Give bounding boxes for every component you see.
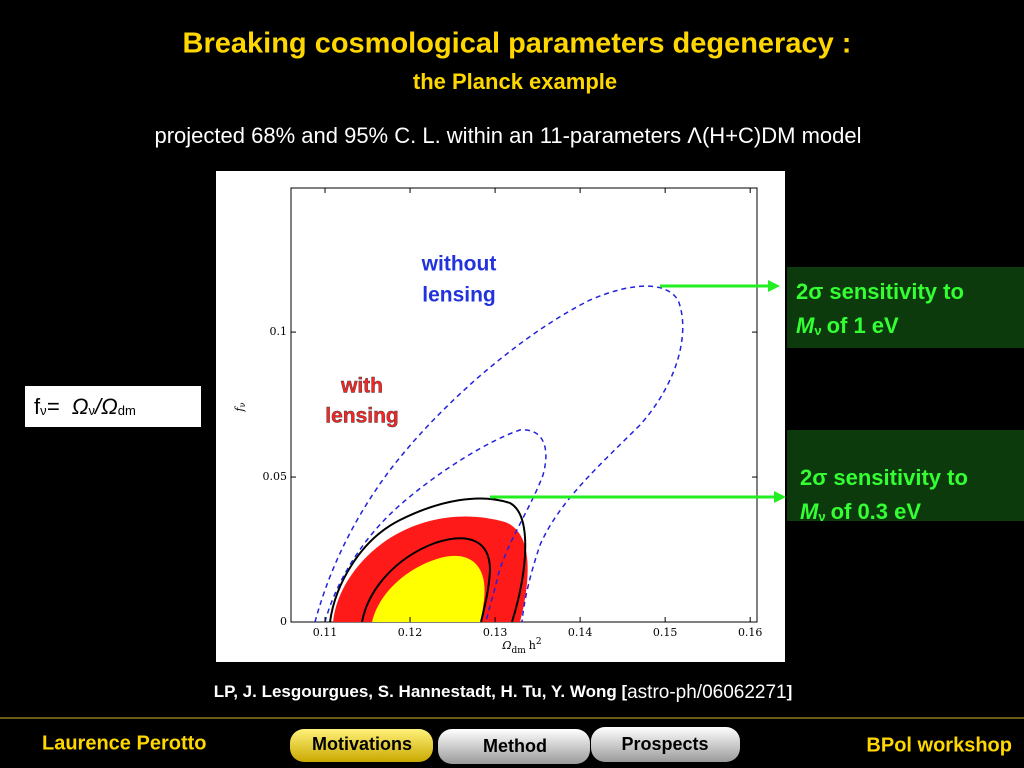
citation-authors: LP, J. Lesgourgues, S. Hannestadt, H. Tu… xyxy=(214,682,628,701)
contour-68-fill xyxy=(372,555,485,622)
x-label-part: dm xyxy=(512,646,527,656)
callout-text: 2σ sensitivity to xyxy=(796,279,964,304)
formula-part: /Ω xyxy=(93,394,118,419)
x-label-part: 2 xyxy=(536,637,542,647)
contour-95-line xyxy=(329,497,527,623)
annotation: with xyxy=(340,375,383,398)
x-tick-label: 0.14 xyxy=(568,626,593,639)
nav-tab-label[interactable]: Method xyxy=(483,736,547,756)
contour-95-nolensing xyxy=(314,285,684,623)
y-label-part: f xyxy=(233,405,246,412)
x-label-part: h xyxy=(529,639,536,652)
x-tick-label: 0.11 xyxy=(313,626,338,639)
nav-tab-label[interactable]: Motivations xyxy=(312,734,412,754)
annotation: lensing xyxy=(325,405,399,428)
citation-ref: astro-ph/06062271 xyxy=(627,682,787,703)
slide-title: Breaking cosmological parameters degener… xyxy=(183,28,852,60)
y-tick-label: 0.1 xyxy=(270,325,288,338)
y-axis-label: fν xyxy=(233,402,247,412)
formula-part: ν xyxy=(40,403,47,418)
callout-box xyxy=(787,430,1024,521)
annotation: lensing xyxy=(422,284,496,307)
contour-68-line xyxy=(361,537,492,623)
citation: LP, J. Lesgourgues, S. Hannestadt, H. Tu… xyxy=(214,682,793,703)
x-tick-label: 0.16 xyxy=(738,626,763,639)
callout-text: Mν of 1 eV xyxy=(796,313,899,339)
footer-author: Laurence Perotto xyxy=(42,732,206,754)
callout-subscript: ν xyxy=(814,323,821,338)
slide-subtitle: the Planck example xyxy=(413,69,617,94)
description: projected 68% and 95% C. L. within an 11… xyxy=(155,123,862,148)
x-label-part: Ω xyxy=(501,639,511,652)
nav-tab-active[interactable] xyxy=(290,729,433,762)
citation-end: ] xyxy=(787,682,793,701)
callout-symbol: M xyxy=(796,313,815,338)
nav-tab[interactable] xyxy=(591,727,740,762)
callout-rest: of 0.3 eV xyxy=(831,499,922,524)
callout-rest: of 1 eV xyxy=(827,313,899,338)
y-tick-label: 0.05 xyxy=(263,470,288,483)
contour-68-nolensing xyxy=(324,429,547,623)
callout-text: Mν of 0.3 eV xyxy=(800,499,921,525)
x-tick-label: 0.13 xyxy=(483,626,508,639)
formula-part: ν xyxy=(88,403,95,418)
arrow-head xyxy=(774,491,786,503)
callout-box xyxy=(787,267,1024,348)
callout-text: 2σ sensitivity to xyxy=(800,465,968,490)
contours xyxy=(314,285,684,623)
formula: fν= Ων/Ωdm xyxy=(34,394,136,419)
footer-event: BPol workshop xyxy=(866,734,1012,756)
formula-part: = Ω xyxy=(47,394,89,419)
annotation: without xyxy=(421,253,497,276)
x-axis-label: Ωdm h2 xyxy=(501,637,541,656)
x-tick-label: 0.12 xyxy=(398,626,423,639)
callout-subscript: ν xyxy=(818,509,825,524)
y-label-part: ν xyxy=(238,402,247,407)
axes: 0.11 0.12 0.13 0.14 0.15 0.16 0 0.05 0.1 Ωdm h2 fν xyxy=(233,188,762,656)
x-tick-label: 0.15 xyxy=(653,626,678,639)
formula-box xyxy=(25,386,201,427)
callout-symbol: M xyxy=(800,499,819,524)
nav-tab[interactable] xyxy=(438,729,590,764)
nav-tab-label[interactable]: Prospects xyxy=(621,734,708,754)
arrow-head xyxy=(768,280,780,292)
y-tick-label: 0 xyxy=(280,615,287,628)
formula-part: f xyxy=(34,394,41,419)
plot-frame xyxy=(290,187,758,623)
formula-part: dm xyxy=(118,403,136,418)
